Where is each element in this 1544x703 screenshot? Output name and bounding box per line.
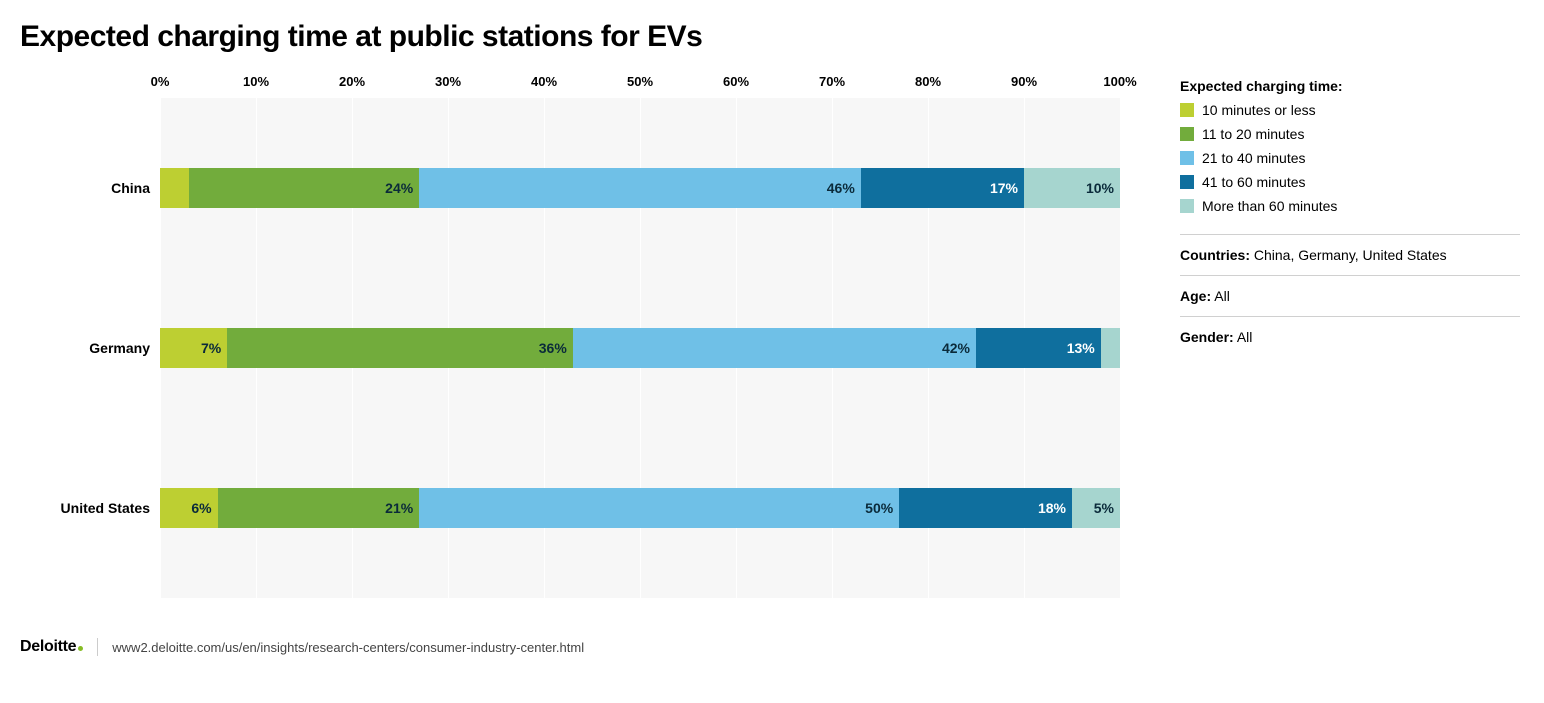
meta-age-label: Age: — [1180, 288, 1211, 304]
sidebar: Expected charging time: 10 minutes or le… — [1180, 74, 1520, 357]
bar-segment: 13% — [976, 328, 1101, 368]
bar-segment: 7% — [160, 328, 227, 368]
legend-swatch — [1180, 199, 1194, 213]
bar-segment: 5% — [1072, 488, 1120, 528]
bar-row: 24%46%17%10% — [160, 168, 1120, 208]
plot-area: 24%46%17%10% 7%36%42%13% 6%21%50%18%5% — [160, 98, 1120, 598]
legend-label: 10 minutes or less — [1202, 102, 1316, 118]
legend-swatch — [1180, 103, 1194, 117]
brand-logo: Deloitte — [20, 638, 98, 656]
bar-segment: 46% — [419, 168, 861, 208]
x-tick-label: 20% — [339, 74, 365, 89]
bar-segment — [1101, 328, 1120, 368]
chart-column: 0%10%20%30%40%50%60%70%80%90%100% ChinaG… — [20, 74, 1120, 656]
legend-title: Expected charging time: — [1180, 78, 1520, 94]
legend-item: 10 minutes or less — [1180, 102, 1520, 118]
x-axis-row: 0%10%20%30%40%50%60%70%80%90%100% — [20, 74, 1120, 94]
bar-segment: 17% — [861, 168, 1024, 208]
y-axis-labels: China Germany United States — [20, 98, 160, 598]
bar-segment: 10% — [1024, 168, 1120, 208]
bar-segment: 42% — [573, 328, 976, 368]
legend-item: More than 60 minutes — [1180, 198, 1520, 214]
bar-row: 7%36%42%13% — [160, 328, 1120, 368]
chart-title: Expected charging time at public station… — [20, 20, 1524, 54]
x-tick-label: 50% — [627, 74, 653, 89]
bar-segment: 6% — [160, 488, 218, 528]
meta-age-value: All — [1214, 288, 1230, 304]
bar-segment: 24% — [189, 168, 419, 208]
x-tick-label: 80% — [915, 74, 941, 89]
legend-label: More than 60 minutes — [1202, 198, 1337, 214]
x-tick-label: 60% — [723, 74, 749, 89]
meta-age: Age: All — [1180, 275, 1520, 316]
chart-wrap: 0%10%20%30%40%50%60%70%80%90%100% ChinaG… — [20, 74, 1120, 598]
meta-countries: Countries: China, Germany, United States — [1180, 234, 1520, 275]
legend-swatch — [1180, 175, 1194, 189]
source-url: www2.deloitte.com/us/en/insights/researc… — [112, 640, 584, 655]
legend-label: 21 to 40 minutes — [1202, 150, 1306, 166]
legend-item: 21 to 40 minutes — [1180, 150, 1520, 166]
x-tick-label: 100% — [1103, 74, 1136, 89]
plot-row: China Germany United States 24%46%17%10% 7%… — [20, 98, 1120, 598]
bar-segment: 18% — [899, 488, 1072, 528]
bar-segment: 21% — [218, 488, 420, 528]
y-axis-category-label: Germany — [89, 340, 150, 356]
y-axis-category-label: United States — [61, 500, 150, 516]
bar-row: 6%21%50%18%5% — [160, 488, 1120, 528]
x-tick-label: 40% — [531, 74, 557, 89]
x-tick-label: 30% — [435, 74, 461, 89]
x-axis-ticks: 0%10%20%30%40%50%60%70%80%90%100% — [160, 74, 1120, 94]
gridline — [1120, 98, 1121, 598]
legend-swatch — [1180, 127, 1194, 141]
legend-item: 11 to 20 minutes — [1180, 126, 1520, 142]
main-row: 0% 10% 20% 30% 40% 50% 60% 70% 80% 90% 100% China G… — [20, 74, 1524, 656]
meta-gender: Gender: All — [1180, 316, 1520, 357]
legend-label: 11 to 20 minutes — [1202, 126, 1304, 142]
footer: Deloitte www2.deloitte.com/us/en/insight… — [20, 638, 1120, 656]
bar-segment: 50% — [419, 488, 899, 528]
legend-swatch — [1180, 151, 1194, 165]
legend-item: 41 to 60 minutes — [1180, 174, 1520, 190]
x-tick-label: 90% — [1011, 74, 1037, 89]
meta-gender-label: Gender: — [1180, 329, 1234, 345]
bar-segment: 36% — [227, 328, 573, 368]
x-tick-label: 10% — [243, 74, 269, 89]
bar-segment — [160, 168, 189, 208]
x-tick-label: 70% — [819, 74, 845, 89]
x-tick-label: 0% — [151, 74, 170, 89]
meta-countries-label: Countries: — [1180, 247, 1250, 263]
meta-countries-value: China, Germany, United States — [1254, 247, 1447, 263]
legend-items: 10 minutes or less 11 to 20 minutes 21 to … — [1180, 102, 1520, 214]
meta-gender-value: All — [1237, 329, 1253, 345]
legend-label: 41 to 60 minutes — [1202, 174, 1306, 190]
y-axis-category-label: China — [111, 180, 150, 196]
